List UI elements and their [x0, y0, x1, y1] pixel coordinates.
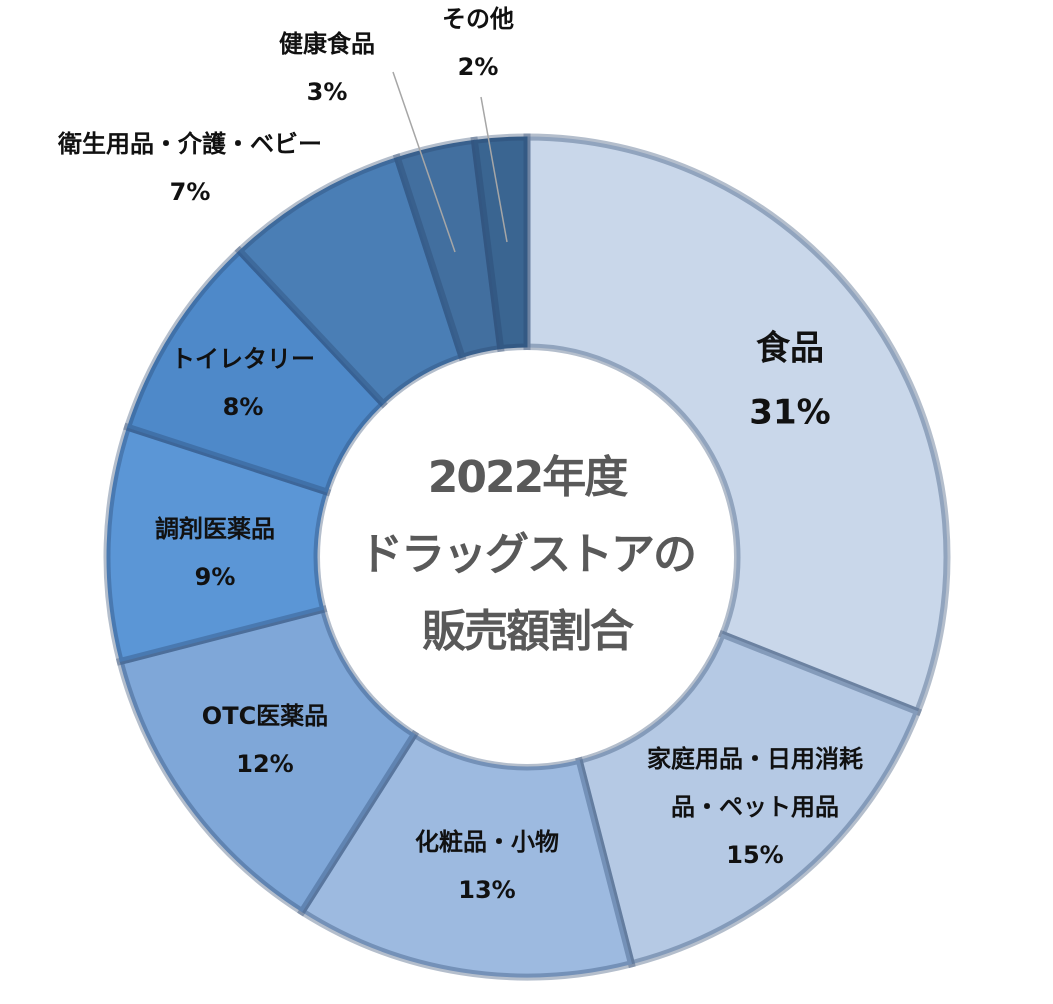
- slice-name-text: 家庭用品・日用消耗: [647, 745, 863, 773]
- slice-9: [473, 136, 528, 350]
- leader-line-9: [480, 96, 508, 243]
- slice-name-text: トイレタリー: [171, 345, 315, 373]
- slice-label-6: トイレタリー 8%: [171, 345, 315, 421]
- slice-name-text: 品・ペット用品: [671, 793, 839, 821]
- slice-label-5: 調剤医薬品 9%: [155, 515, 275, 591]
- slice-name-text: OTC医薬品: [202, 702, 328, 730]
- slice-name-text: 化粧品・小物: [415, 828, 559, 856]
- center-title-line-2: ドラッグストアの: [359, 529, 695, 580]
- slice-value-text: 3%: [307, 78, 348, 106]
- slice-name-text: その他: [442, 5, 514, 33]
- slice-edge-2: [574, 629, 923, 969]
- slice-edge-1: [523, 133, 951, 717]
- slice-2: [578, 633, 919, 965]
- slice-name-text: 食品: [756, 329, 824, 369]
- slice-value-text: 8%: [223, 393, 264, 421]
- slice-4: [119, 608, 416, 913]
- leader-lines: [392, 71, 508, 253]
- slice-value-text: 12%: [236, 750, 293, 778]
- slice-value-text: 9%: [195, 563, 236, 591]
- slice-1: [526, 136, 948, 713]
- slice-value-text: 15%: [726, 841, 783, 869]
- slices-layer: [103, 133, 951, 981]
- slice-label-7: 衛生用品・介護・ベビー 7%: [57, 130, 322, 206]
- slice-edge-9: [470, 133, 531, 353]
- slice-label-9: その他 2%: [442, 5, 514, 81]
- center-title-line-3: 販売額割合: [422, 606, 634, 657]
- slice-name-text: 調剤医薬品: [155, 515, 275, 543]
- slice-label-1: 食品 31%: [749, 329, 830, 433]
- slice-value-text: 31%: [749, 393, 830, 433]
- slice-name-text: 衛生用品・介護・ベビー: [57, 130, 322, 158]
- slice-label-3: 化粧品・小物 13%: [415, 828, 559, 904]
- donut-hole: [320, 350, 734, 764]
- slice-name-text: 健康食品: [279, 30, 375, 58]
- slice-value-text: 13%: [458, 876, 515, 904]
- slice-edge-3: [297, 729, 636, 981]
- slice-value-text: 7%: [170, 178, 211, 206]
- slice-label-4: OTC医薬品 12%: [202, 702, 328, 778]
- slice-edge-4: [115, 604, 420, 917]
- center-title-line-1: 2022年度: [428, 452, 628, 503]
- leader-line-8: [392, 71, 456, 253]
- slice-value-text: 2%: [458, 53, 499, 81]
- slice-3: [301, 733, 633, 978]
- slice-label-8: 健康食品 3%: [279, 30, 375, 106]
